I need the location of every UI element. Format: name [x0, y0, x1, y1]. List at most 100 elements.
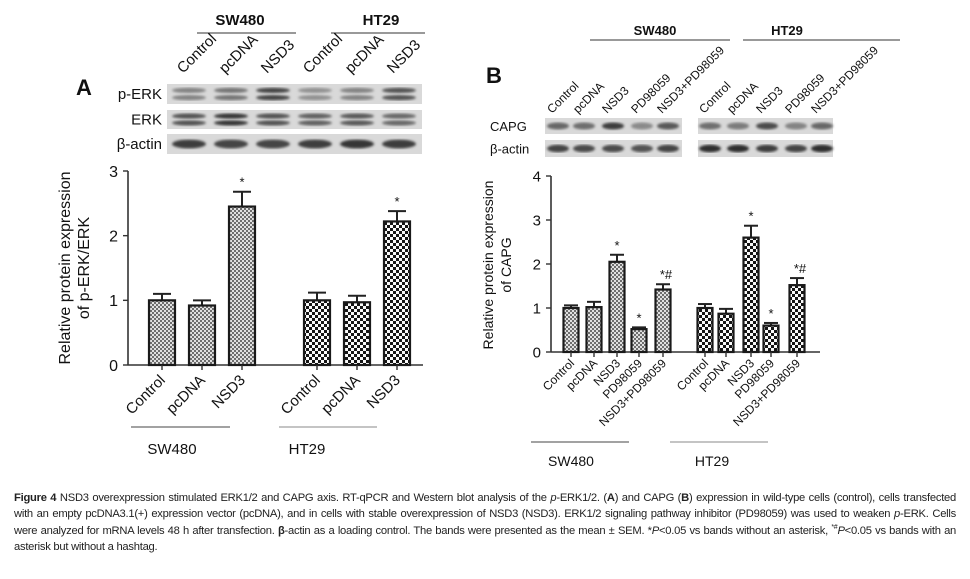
blot-strip	[167, 110, 422, 129]
y-axis-title: of CAPG	[498, 237, 514, 292]
lane-label: NSD3	[384, 37, 424, 77]
bar	[762, 324, 780, 354]
blot-band	[547, 144, 569, 153]
blot-band	[631, 122, 653, 130]
blot-band	[256, 87, 290, 93]
caption-text: P	[837, 524, 845, 537]
caption-text: ) and CAPG (	[614, 492, 682, 504]
blot-strip	[167, 134, 422, 154]
lane-label: Control	[174, 31, 220, 77]
y-axis-title: Relative protein expression	[57, 172, 74, 365]
cell-line-header: SW480	[634, 23, 677, 38]
lane-label: pcDNA	[216, 31, 262, 77]
blot-row-label: β-actin	[117, 136, 162, 153]
panel-a-bar-chart: Relative protein expression of p-ERK/ERK 0…	[57, 164, 423, 458]
blot-band	[298, 95, 332, 101]
x-tick-label: NSD3	[209, 372, 249, 412]
blot-band	[756, 144, 778, 153]
caption-text: p	[894, 508, 901, 521]
lane-label: pcDNA	[342, 31, 388, 77]
blot-band	[172, 120, 206, 126]
blot-band	[172, 139, 206, 149]
caption-text: NSD3 overexpression stimulated ERK1/2 an…	[56, 492, 551, 504]
caption-text: ) expression in wild-type cells (control…	[14, 492, 956, 521]
y-tick-label: 3	[109, 164, 118, 181]
group-label: SW480	[548, 453, 594, 469]
blot-band	[340, 120, 374, 126]
blot-strip	[167, 84, 422, 104]
bar	[696, 306, 714, 354]
bar	[147, 299, 177, 367]
bar	[630, 328, 648, 354]
caption-text: *#	[831, 523, 838, 531]
blot-band	[340, 95, 374, 101]
caption-text: A	[606, 492, 615, 504]
caption-text: P	[651, 524, 660, 537]
panel-b-letter: B	[486, 63, 502, 88]
bar	[654, 288, 672, 354]
blot-band	[785, 144, 807, 153]
bar	[227, 205, 257, 367]
blot-band	[573, 122, 595, 130]
blot-band	[699, 144, 721, 153]
blot-band	[547, 122, 569, 130]
bar	[585, 306, 603, 354]
blot-band	[382, 113, 416, 119]
blot-band	[382, 95, 416, 101]
y-tick-label: 2	[109, 228, 118, 245]
lane-label: pcDNA	[724, 79, 761, 116]
bar	[562, 306, 580, 354]
lane-label: NSD3	[258, 37, 298, 77]
blot-band	[727, 122, 749, 130]
blot-band	[172, 95, 206, 101]
y-tick-label: 1	[109, 293, 118, 310]
blot-band	[631, 144, 653, 153]
blot-band	[811, 144, 833, 153]
panel-b-western-blot: SW480 HT29ControlpcDNANSD3PD98059NSD3+PD9…	[490, 23, 900, 157]
blot-band	[699, 122, 721, 130]
bar	[187, 304, 217, 367]
cell-line-header: HT29	[363, 12, 400, 29]
caption-text: -ERK1/2. (	[556, 492, 607, 504]
blot-band	[214, 87, 248, 93]
bar	[608, 260, 626, 354]
panel-b-bar-chart: Relative protein expression of CAPG01234C…	[480, 168, 820, 469]
caption-text: p	[550, 492, 557, 504]
blot-band	[172, 87, 206, 93]
blot-band	[573, 144, 595, 153]
bar	[717, 312, 735, 354]
caption-text: -ERK. Cells were analyzed for mRNA level…	[14, 508, 956, 537]
y-tick-label: 2	[533, 256, 541, 273]
x-tick-label: Control	[278, 372, 324, 418]
bar	[302, 299, 332, 367]
x-tick-label: Control	[123, 372, 169, 418]
significance-marker: *	[239, 175, 244, 190]
blot-row-label: β-actin	[490, 142, 529, 157]
caption-text: <0.05 vs bands without an asterisk,	[659, 524, 832, 537]
y-tick-label: 0	[533, 344, 541, 361]
blot-band	[340, 139, 374, 149]
y-tick-label: 1	[533, 300, 541, 317]
blot-band	[657, 144, 679, 153]
bar	[342, 301, 372, 367]
significance-marker: *#	[794, 261, 807, 276]
caption-text: <0.05 vs bands with an asterisk but with…	[14, 524, 957, 553]
blot-band	[172, 113, 206, 119]
blot-band	[756, 122, 778, 130]
figure-caption: Figure 4 NSD3 overexpression stimulated …	[14, 490, 956, 555]
bar	[742, 236, 760, 354]
x-tick-label: NSD3	[364, 372, 404, 412]
blot-band	[214, 139, 248, 149]
y-axis-title: Relative protein expression	[480, 181, 496, 350]
blot-band	[785, 122, 807, 130]
blot-band	[382, 120, 416, 126]
group-label: SW480	[147, 441, 196, 458]
blot-band	[256, 139, 290, 149]
significance-marker: *	[614, 238, 619, 253]
blot-band	[602, 122, 624, 130]
blot-row-label: ERK	[131, 112, 162, 129]
blot-band	[657, 122, 679, 130]
bar	[788, 284, 806, 354]
significance-marker: *	[394, 194, 399, 209]
